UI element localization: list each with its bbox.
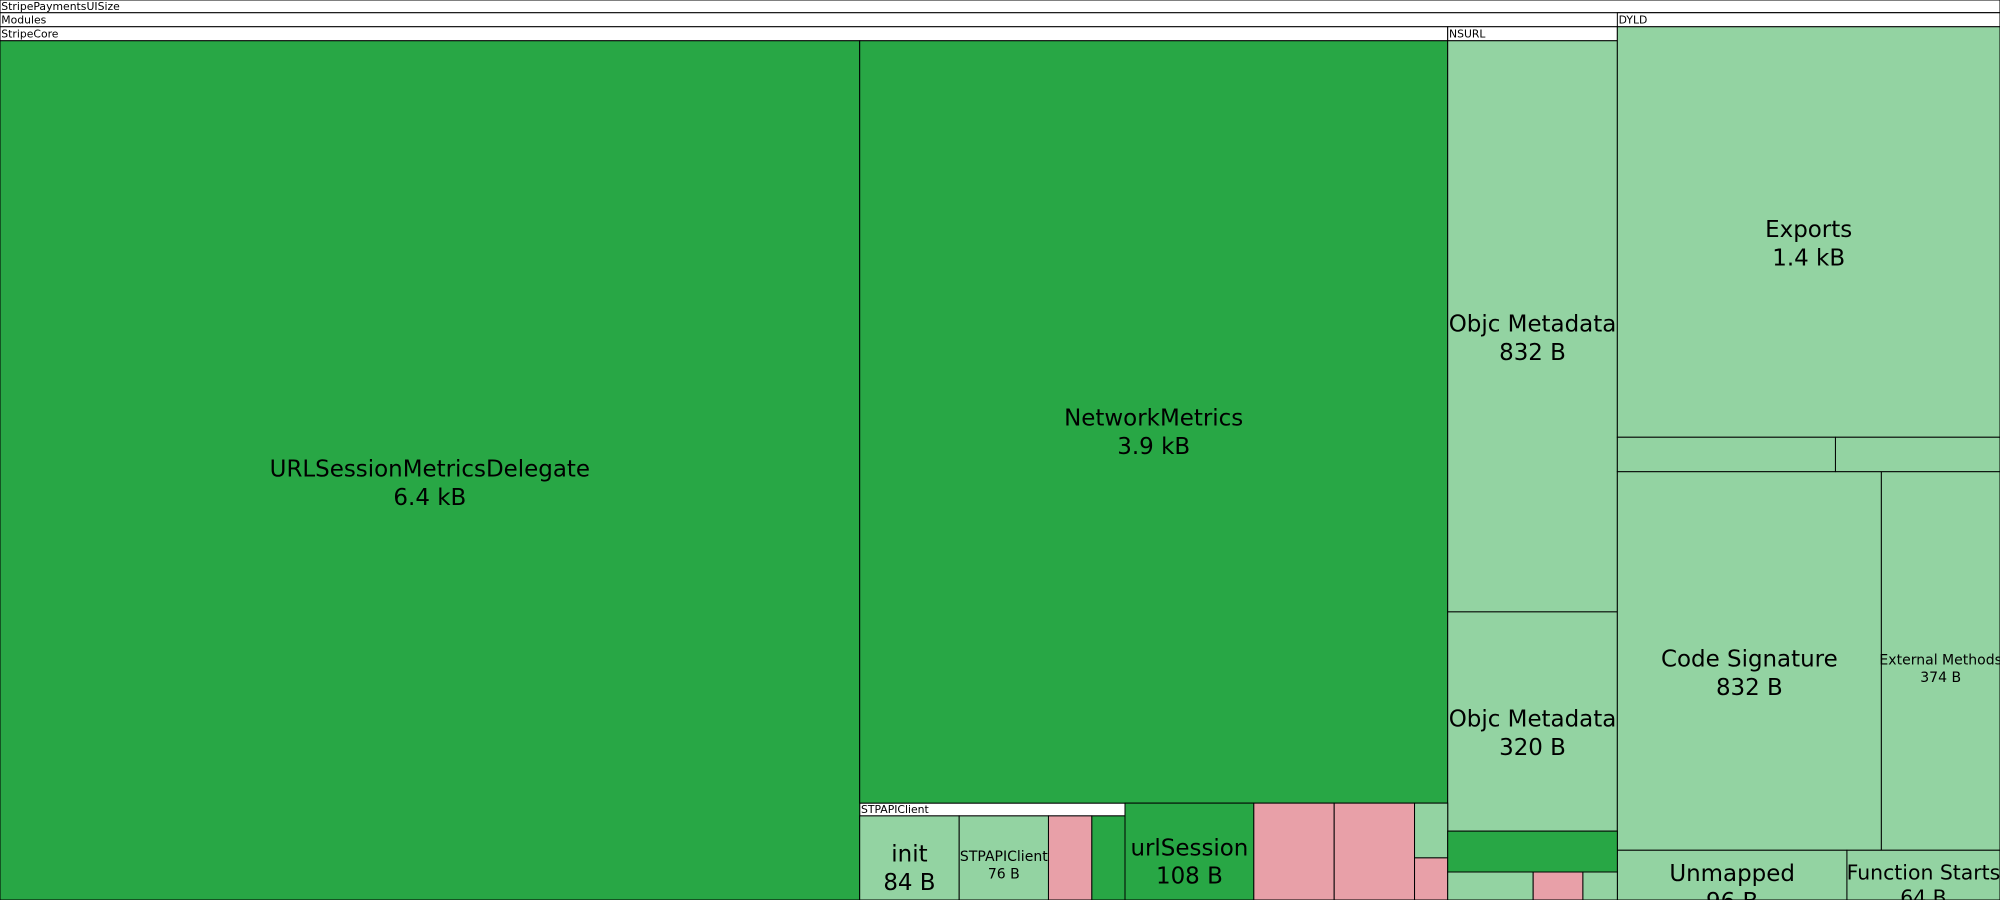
- node-name: External Methods: [1879, 653, 2000, 669]
- node-size: 64 B: [1900, 886, 1946, 900]
- node-size: 1.4 kB: [1772, 245, 1845, 271]
- node-size: 832 B: [1499, 340, 1566, 366]
- node-cell: [1847, 850, 2000, 900]
- node-cell: [1448, 612, 1618, 831]
- node-name: Code Signature: [1661, 647, 1838, 673]
- cell[interactable]: [1533, 872, 1583, 900]
- node-name: NetworkMetrics: [1064, 406, 1243, 432]
- group-header-label: STPAPIClient: [861, 803, 929, 816]
- group-header-label: NSURL: [1449, 27, 1485, 40]
- node[interactable]: Unmapped 96 B: [1617, 850, 1847, 900]
- node-size: 320 B: [1499, 735, 1566, 761]
- cell[interactable]: [1092, 816, 1125, 900]
- group-header-label: StripePaymentsUISize: [1, 0, 120, 13]
- node-cell: [0, 41, 860, 900]
- group-header: [1617, 13, 2000, 27]
- cell[interactable]: [1048, 816, 1091, 900]
- node-name: Unmapped: [1669, 861, 1795, 887]
- node-name: init: [891, 842, 927, 868]
- node-cell: [1125, 803, 1254, 900]
- group-header-label: DYLD: [1619, 13, 1648, 26]
- node[interactable]: Function Starts 64 B: [1847, 850, 2000, 900]
- node[interactable]: urlSession 108 B: [1125, 803, 1254, 900]
- cell[interactable]: [1334, 803, 1414, 900]
- cell[interactable]: [1415, 803, 1448, 858]
- node-name: STPAPIClient: [960, 849, 1048, 865]
- cell[interactable]: [1583, 872, 1617, 900]
- node-name: Exports: [1765, 217, 1852, 243]
- node-name: urlSession: [1130, 835, 1248, 861]
- group-header-label: Modules: [1, 13, 46, 26]
- node[interactable]: Objc Metadata 832 B: [1448, 41, 1618, 612]
- node-name: Objc Metadata: [1449, 707, 1617, 733]
- node-size: 108 B: [1156, 864, 1223, 890]
- node-cell: [1617, 27, 2000, 437]
- node-cell: [860, 816, 959, 900]
- node-cell: [1448, 41, 1618, 612]
- node-name: Function Starts: [1847, 860, 2000, 884]
- node-cell: [1617, 850, 1847, 900]
- group-header: [0, 27, 1448, 41]
- node-name: URLSessionMetricsDelegate: [270, 457, 590, 483]
- group-header-label: StripeCore: [1, 27, 59, 40]
- cell[interactable]: [1448, 872, 1533, 900]
- node-size: 374 B: [1920, 670, 1961, 686]
- node-cell: [1881, 472, 2000, 851]
- unlabeled-cells: [1048, 437, 2000, 900]
- cell[interactable]: [1617, 437, 1835, 471]
- node-size: 84 B: [883, 870, 935, 896]
- cell[interactable]: [1448, 831, 1618, 872]
- node-cell: [959, 816, 1048, 900]
- group-header: [0, 0, 2000, 13]
- node-size: 76 B: [988, 866, 1020, 882]
- node-cell: [860, 41, 1448, 803]
- node-size: 3.9 kB: [1117, 434, 1190, 460]
- node-size: 6.4 kB: [393, 485, 466, 511]
- node-size: 832 B: [1716, 675, 1783, 701]
- cell[interactable]: [1254, 803, 1334, 900]
- cell[interactable]: [1415, 858, 1448, 900]
- node-name: Objc Metadata: [1449, 311, 1617, 337]
- cell[interactable]: [1835, 437, 2000, 471]
- node-size: 96 B: [1706, 889, 1758, 900]
